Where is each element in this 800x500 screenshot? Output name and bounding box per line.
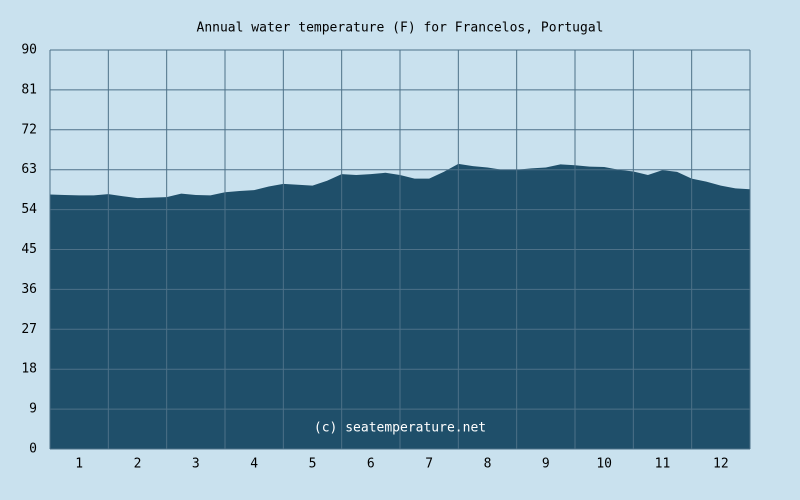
y-tick-label: 36 (21, 282, 37, 297)
x-tick-label: 7 (425, 457, 433, 472)
chart-title: Annual water temperature (F) for Francel… (197, 21, 604, 36)
y-tick-label: 0 (29, 442, 37, 457)
y-tick-label: 9 (29, 402, 37, 417)
annotation: (c) seatemperature.net (314, 421, 486, 436)
x-tick-label: 2 (134, 457, 142, 472)
x-tick-label: 1 (75, 457, 83, 472)
x-tick-label: 8 (484, 457, 492, 472)
y-tick-label: 63 (21, 162, 37, 177)
y-tick-label: 27 (21, 322, 37, 337)
x-tick-label: 12 (713, 457, 729, 472)
y-tick-label: 45 (21, 242, 37, 257)
x-tick-label: 4 (250, 457, 258, 472)
x-tick-label: 6 (367, 457, 375, 472)
y-tick-label: 90 (21, 43, 37, 58)
y-tick-label: 81 (21, 82, 37, 97)
x-tick-label: 5 (309, 457, 317, 472)
x-tick-label: 11 (655, 457, 671, 472)
x-tick-label: 3 (192, 457, 200, 472)
x-tick-label: 10 (596, 457, 612, 472)
x-tick-label: 9 (542, 457, 550, 472)
y-tick-label: 54 (21, 202, 37, 217)
y-tick-label: 72 (21, 122, 37, 137)
y-tick-label: 18 (21, 362, 37, 377)
